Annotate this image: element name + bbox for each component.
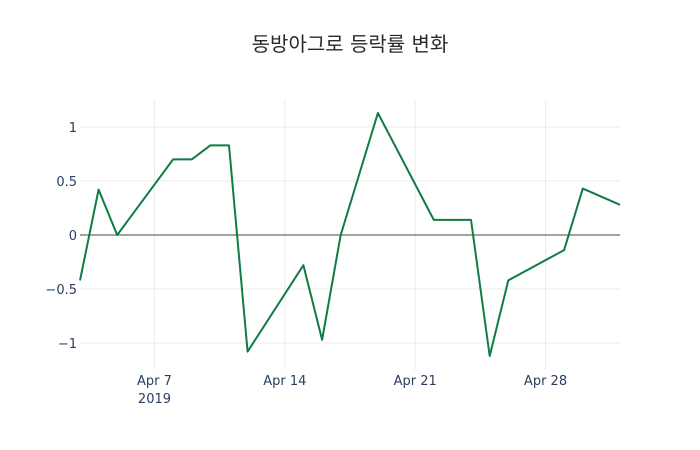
chart-title: 동방아그로 등락률 변화 — [251, 32, 449, 56]
y-axis-ticks: 1 0.5 0 −0.5 −1 — [45, 121, 77, 352]
x-tick-label: Apr 21 — [394, 374, 437, 389]
x-tick-label: Apr 7 — [137, 374, 172, 389]
y-tick-label: 0 — [69, 229, 77, 244]
x-axis-ticks: Apr 7 2019 Apr 14 Apr 21 Apr 28 — [137, 374, 567, 407]
y-tick-label: 0.5 — [56, 175, 77, 190]
y-tick-label: −0.5 — [45, 283, 77, 298]
x-tick-label: Apr 28 — [524, 374, 567, 389]
y-tick-label: 1 — [69, 121, 77, 136]
x-tick-year-label: 2019 — [138, 392, 171, 407]
data-series — [79, 112, 621, 357]
grid-lines — [80, 100, 620, 370]
y-tick-label: −1 — [58, 337, 77, 352]
x-tick-label: Apr 14 — [263, 374, 306, 389]
series-line — [79, 112, 621, 357]
